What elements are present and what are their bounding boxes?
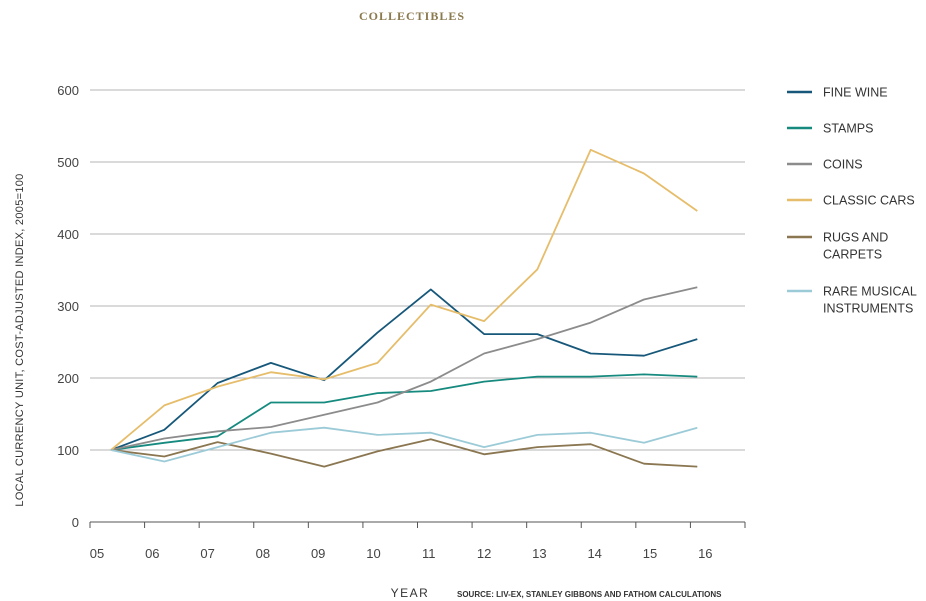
x-tick-16: 16	[698, 546, 712, 561]
series-line-rugs-and-carpets	[110, 438, 698, 468]
series-line-classic-cars	[110, 148, 698, 451]
y-tick-500: 500	[57, 155, 79, 170]
y-axis-label: LOCAL CURRENCY UNIT, COST-ADJUSTED INDEX…	[14, 173, 26, 506]
x-tick-10: 10	[366, 546, 380, 561]
series-line-coins	[110, 286, 698, 451]
y-tick-labels: 0 100 200 300 400 500 600	[57, 83, 79, 530]
x-tick-11: 11	[422, 546, 436, 561]
x-tick-09: 09	[311, 546, 325, 561]
x-tick-14: 14	[587, 546, 601, 561]
legend-label-rugs-and-carpets: RUGS AND CARPETS	[823, 231, 888, 262]
x-tick-labels: 05 06 07 08 09 10 11 12 13 14 15 16	[90, 546, 713, 561]
x-axis-label: YEAR	[391, 586, 430, 600]
x-tick-12: 12	[477, 546, 491, 561]
legend-label-coins: COINS	[823, 158, 863, 172]
x-tick-05: 05	[90, 546, 104, 561]
series-line-rare-musical-instruments	[110, 426, 698, 463]
x-tick-08: 08	[256, 546, 270, 561]
source-note: SOURCE: LIV-EX, STANLEY GIBBONS AND FATH…	[457, 590, 722, 599]
y-tick-400: 400	[57, 227, 79, 242]
y-tick-600: 600	[57, 83, 79, 98]
x-tick-15: 15	[643, 546, 657, 561]
legend-label-fine-wine: FINE WINE	[823, 86, 888, 100]
y-tick-100: 100	[57, 443, 79, 458]
gridlines	[90, 89, 745, 451]
legend-label-classic-cars: CLASSIC CARS	[823, 194, 915, 208]
series-line-stamps	[110, 373, 698, 451]
series-lines	[110, 148, 698, 468]
x-tick-marks	[89, 522, 746, 528]
legend-label-stamps: STAMPS	[823, 122, 873, 136]
x-tick-07: 07	[200, 546, 214, 561]
legend: FINE WINE STAMPS COINS CLASSIC CARS RUGS AND…	[787, 86, 917, 316]
x-tick-06: 06	[145, 546, 159, 561]
y-tick-200: 200	[57, 371, 79, 386]
legend-label-rare-musical-instruments: RARE MUSICAL INSTRUMENTS	[823, 285, 917, 316]
y-tick-0: 0	[72, 515, 79, 530]
y-tick-300: 300	[57, 299, 79, 314]
chart-title: COLLECTIBLES	[359, 9, 465, 23]
series-line-fine-wine	[110, 288, 698, 451]
x-tick-13: 13	[532, 546, 546, 561]
